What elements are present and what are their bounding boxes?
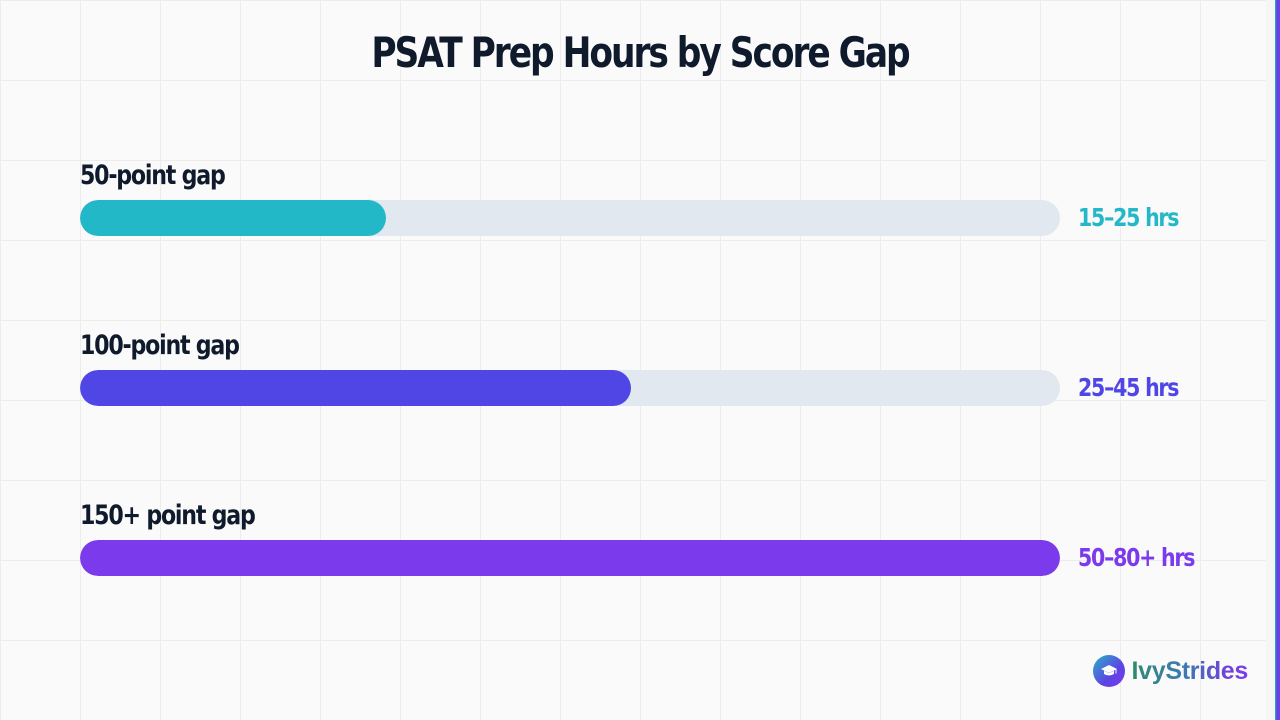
bar-row: 100-point gap 25–45 hrs [80, 330, 1220, 420]
bar [80, 370, 631, 406]
data-label: 50–80+ hrs [1078, 543, 1195, 572]
bar-track [80, 200, 1060, 236]
bar [80, 200, 386, 236]
data-label: 15–25 hrs [1078, 203, 1180, 232]
brand-name: IvyStrides [1131, 656, 1248, 685]
category-label: 50-point gap [80, 160, 226, 191]
accent-strip [1266, 0, 1280, 720]
category-label: 150+ point gap [80, 500, 256, 531]
chart-title: PSAT Prep Hours by Score Gap [371, 28, 910, 77]
bar [80, 540, 1060, 576]
bar-track [80, 540, 1060, 576]
brand-logo: IvyStrides [1093, 655, 1248, 687]
graduation-cap-icon [1093, 655, 1126, 687]
bar-row: 150+ point gap 50–80+ hrs [80, 500, 1220, 590]
bar-track [80, 370, 1060, 406]
bar-row: 50-point gap 15–25 hrs [80, 160, 1220, 250]
data-label: 25–45 hrs [1078, 373, 1180, 402]
category-label: 100-point gap [80, 330, 240, 361]
